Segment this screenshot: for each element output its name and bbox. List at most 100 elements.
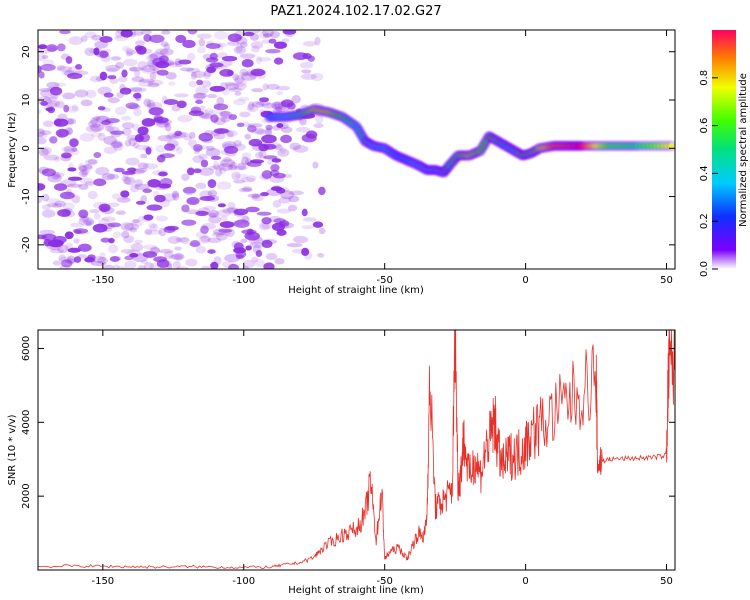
y-tick-label: -10 (21, 188, 32, 204)
noise-point (175, 34, 187, 43)
noise-point (106, 173, 120, 180)
noise-point (246, 161, 262, 168)
bottom-x-ticks: -150 -100 -50 0 50 (91, 330, 673, 587)
noise-point (53, 157, 61, 162)
noise-point (200, 80, 212, 88)
noise-point (148, 222, 157, 229)
noise-point (233, 140, 242, 147)
noise-point (226, 130, 234, 138)
noise-point (315, 115, 324, 124)
noise-point (256, 129, 273, 135)
noise-point (120, 175, 129, 182)
noise-point (84, 31, 97, 39)
noise-point (269, 30, 281, 39)
noise-point (172, 260, 181, 269)
noise-point (265, 252, 278, 261)
noise-point (150, 59, 162, 67)
noise-point (49, 136, 58, 144)
noise-point (43, 105, 55, 112)
noise-point (65, 188, 73, 197)
noise-point (116, 92, 124, 99)
noise-point (43, 154, 60, 161)
noise-point (220, 149, 230, 155)
noise-point (121, 248, 135, 254)
noise-point (261, 134, 277, 144)
noise-point (199, 105, 206, 110)
noise-point (78, 183, 89, 190)
noise-point (227, 164, 238, 171)
noise-point (125, 102, 139, 109)
noise-point (228, 263, 240, 269)
noise-point (131, 76, 145, 83)
noise-point (178, 59, 192, 65)
noise-point (137, 162, 149, 170)
noise-point (48, 95, 58, 103)
noise-point (99, 50, 109, 58)
noise-point (66, 183, 82, 188)
noise-point (227, 33, 242, 43)
noise-point (312, 161, 319, 169)
noise-point (312, 221, 324, 228)
noise-point (134, 179, 143, 187)
noise-point (97, 132, 106, 141)
noise-point (123, 58, 138, 67)
noise-point (38, 53, 46, 62)
noise-point (232, 73, 240, 81)
noise-point (137, 126, 149, 136)
x-tick-label: 50 (660, 576, 673, 587)
noise-point (126, 49, 137, 55)
noise-point (66, 72, 83, 79)
noise-point (318, 227, 326, 235)
noise-point (121, 230, 130, 239)
noise-point (262, 83, 269, 91)
noise-point (60, 179, 77, 187)
noise-point (40, 89, 53, 98)
top-y-ticks: -20 -10 0 10 20 (21, 45, 675, 253)
noise-point (90, 117, 98, 126)
noise-point (265, 124, 273, 131)
noise-point (38, 183, 46, 191)
noise-point (148, 79, 164, 86)
noise-point (213, 117, 226, 126)
noise-point (238, 187, 253, 193)
noise-point (63, 104, 70, 113)
noise-point (164, 123, 172, 132)
noise-point (55, 128, 69, 138)
noise-point (167, 132, 177, 139)
noise-point (224, 81, 235, 87)
chart-title: PAZ1.2024.102.17.02.G27 (270, 4, 441, 19)
noise-point (128, 67, 144, 72)
noise-point (155, 48, 169, 55)
noise-point (128, 104, 141, 110)
noise-point (220, 159, 236, 168)
noise-point (153, 114, 164, 122)
noise-point (38, 234, 47, 240)
noise-point (174, 252, 184, 261)
noise-point (121, 194, 129, 200)
noise-point (163, 43, 171, 50)
noise-point (60, 146, 75, 152)
noise-point (149, 246, 160, 255)
noise-point (100, 205, 107, 213)
noise-point (234, 165, 248, 171)
noise-point (137, 216, 145, 221)
noise-point (46, 81, 60, 89)
noise-point (147, 178, 161, 188)
noise-point (42, 120, 54, 128)
colorbar-tick-label: 0.2 (699, 213, 710, 229)
noise-point (134, 69, 141, 78)
noise-point (168, 62, 178, 68)
noise-point (271, 101, 284, 110)
noise-point (161, 193, 177, 202)
noise-point (176, 237, 189, 243)
noise-point (274, 144, 283, 151)
noise-point (150, 247, 161, 253)
noise-point (302, 40, 317, 47)
noise-point (231, 171, 241, 181)
noise-point (272, 107, 283, 114)
noise-point (92, 201, 108, 209)
noise-point (46, 44, 58, 52)
noise-point (213, 132, 226, 140)
noise-point (217, 162, 225, 171)
